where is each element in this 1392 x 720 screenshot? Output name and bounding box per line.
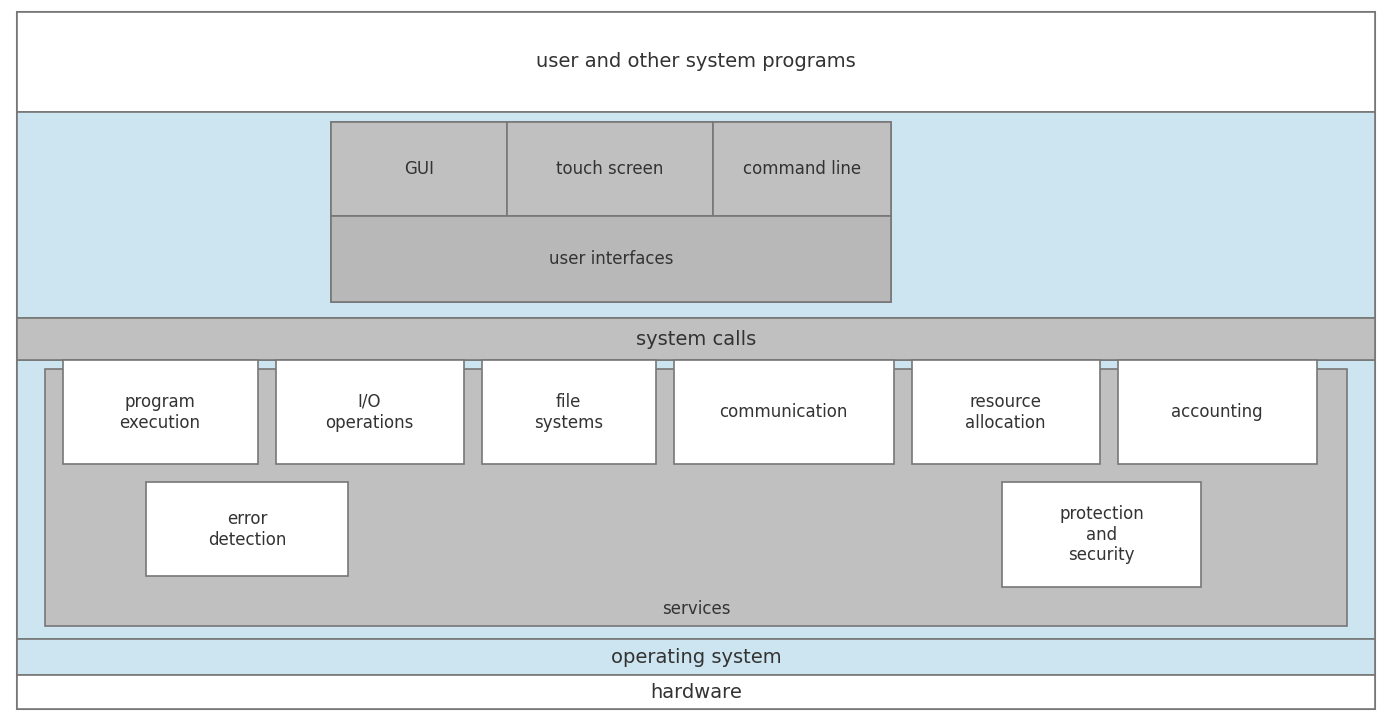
FancyBboxPatch shape: [331, 122, 507, 216]
Text: hardware: hardware: [650, 683, 742, 702]
FancyBboxPatch shape: [331, 216, 891, 302]
Text: accounting: accounting: [1172, 403, 1263, 421]
Text: system calls: system calls: [636, 330, 756, 348]
FancyBboxPatch shape: [17, 112, 1375, 318]
FancyBboxPatch shape: [146, 482, 348, 576]
FancyBboxPatch shape: [63, 360, 258, 464]
Text: GUI: GUI: [404, 161, 434, 179]
FancyBboxPatch shape: [17, 639, 1375, 675]
Text: protection
and
security: protection and security: [1059, 505, 1144, 564]
FancyBboxPatch shape: [276, 360, 464, 464]
Text: operating system: operating system: [611, 648, 781, 667]
FancyBboxPatch shape: [17, 360, 1375, 639]
Text: touch screen: touch screen: [555, 161, 664, 179]
FancyBboxPatch shape: [1118, 360, 1317, 464]
FancyBboxPatch shape: [507, 122, 713, 216]
FancyBboxPatch shape: [45, 369, 1347, 626]
FancyBboxPatch shape: [331, 122, 891, 302]
Text: user and other system programs: user and other system programs: [536, 53, 856, 71]
FancyBboxPatch shape: [17, 12, 1375, 709]
Text: resource
allocation: resource allocation: [966, 393, 1045, 431]
FancyBboxPatch shape: [482, 360, 656, 464]
FancyBboxPatch shape: [17, 675, 1375, 709]
FancyBboxPatch shape: [674, 360, 894, 464]
Text: command line: command line: [743, 161, 860, 179]
FancyBboxPatch shape: [713, 122, 891, 216]
FancyBboxPatch shape: [17, 12, 1375, 112]
FancyBboxPatch shape: [17, 318, 1375, 360]
Text: file
systems: file systems: [535, 393, 603, 431]
FancyBboxPatch shape: [912, 360, 1100, 464]
Text: error
detection: error detection: [207, 510, 287, 549]
Text: services: services: [661, 600, 731, 618]
Text: communication: communication: [720, 403, 848, 421]
Text: I/O
operations: I/O operations: [326, 393, 413, 431]
FancyBboxPatch shape: [1002, 482, 1201, 587]
Text: program
execution: program execution: [120, 393, 200, 431]
Text: user interfaces: user interfaces: [548, 251, 674, 269]
